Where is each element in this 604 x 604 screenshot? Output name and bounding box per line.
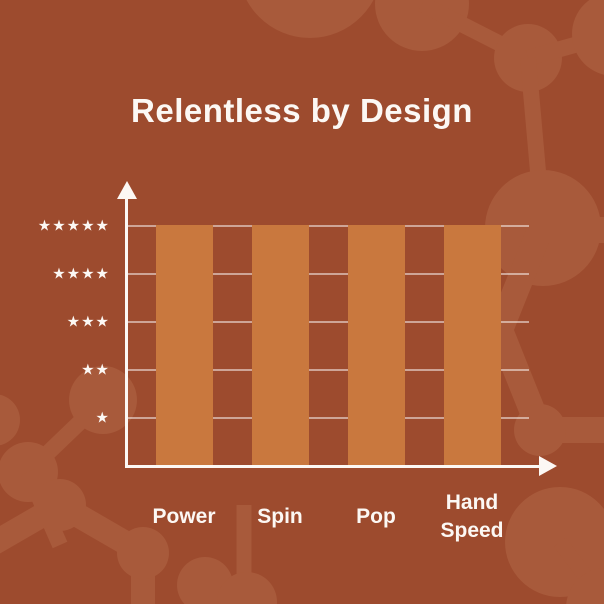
gridline-1-star	[128, 417, 529, 419]
gridline-4-star	[128, 273, 529, 275]
xlabel-power: Power	[152, 504, 216, 528]
xlabel-hand-speed: Hand Speed	[440, 490, 504, 542]
y-axis-line	[125, 197, 128, 468]
x-axis-line	[125, 465, 539, 468]
ytick-2-stars: ★★	[81, 360, 110, 379]
xlabel-pop: Pop	[356, 504, 396, 528]
x-axis-arrow-icon	[539, 456, 557, 476]
xlabel-spin: Spin	[257, 504, 303, 528]
gridline-5-star	[128, 225, 529, 227]
ytick-4-stars: ★★★★	[52, 264, 110, 283]
x-axis-labels: Power Spin Pop Hand Speed	[0, 486, 604, 548]
gridline-2-star	[128, 369, 529, 371]
ytick-1-star: ★	[95, 408, 110, 427]
ytick-5-stars: ★★★★★	[37, 216, 110, 235]
bar-hand-speed	[444, 225, 501, 466]
bar-power	[156, 225, 213, 466]
gridline-3-star	[128, 321, 529, 323]
ytick-3-stars: ★★★	[66, 312, 110, 331]
bar-spin	[252, 225, 309, 466]
y-axis-arrow-icon	[117, 181, 137, 199]
page-title: Relentless by Design	[131, 92, 473, 129]
bar-pop	[348, 225, 405, 466]
